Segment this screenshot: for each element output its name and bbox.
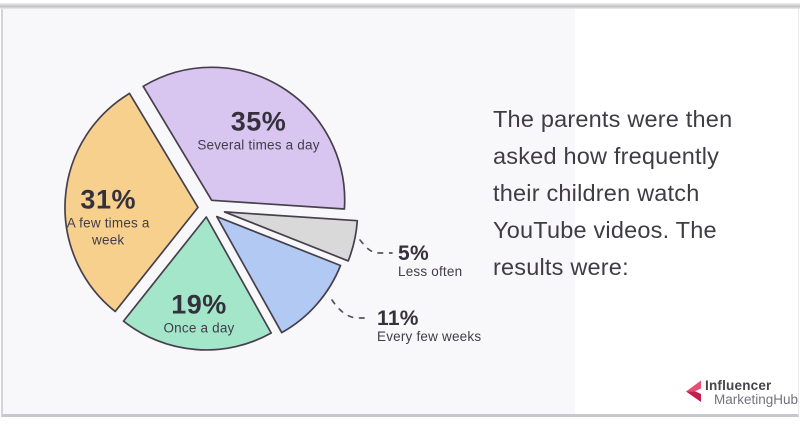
caption-line: results were:	[493, 254, 629, 280]
caption-line: YouTube videos. The	[493, 217, 717, 243]
pie-slice-every-few-weeks	[215, 215, 342, 334]
slice-pct-once-a-day: 19%	[171, 290, 227, 320]
callout-pct-less-often: 5%	[398, 242, 429, 265]
top-border-line	[0, 3, 800, 9]
brand-logo: Influencer MarketingHub	[685, 378, 799, 407]
leader-line-every-few-weeks	[331, 299, 369, 319]
callout-pct-every-few-weeks: 11%	[377, 307, 419, 330]
pie-slice-a-few-times-a-week	[64, 92, 199, 313]
logo-text: Influencer MarketingHub	[705, 378, 799, 407]
slice-sublabel-several-times-a-day: Several times a day	[197, 138, 319, 153]
leader-line-less-often	[359, 239, 393, 254]
slice-pct-a-few-times-a-week: 31%	[80, 185, 136, 215]
slice-sublabel-once-a-day: Once a day	[163, 321, 234, 336]
callout-sublabel-less-often: Less often	[398, 264, 462, 279]
pie-slice-less-often	[223, 211, 359, 262]
imh-arrow-heart-icon	[686, 380, 701, 402]
pie-slice-several-times-a-day	[142, 66, 346, 210]
slice-sublabel-a-few-times-a-week: A few times a	[67, 216, 150, 231]
logo-line1: Influencer	[705, 378, 772, 393]
slice-pct-several-times-a-day: 35%	[231, 107, 287, 137]
callout-sublabel-every-few-weeks: Every few weeks	[377, 329, 481, 344]
pie-slice-once-a-day	[122, 216, 273, 351]
caption-text: The parents were then asked how frequent…	[493, 101, 732, 286]
caption-line: asked how frequently	[493, 143, 720, 169]
caption-line: their children watch	[493, 180, 700, 206]
logo-line2: MarketingHub	[714, 391, 799, 407]
slice-sublabel-a-few-times-a-week: week	[91, 233, 124, 248]
caption-line: The parents were then	[493, 106, 733, 132]
